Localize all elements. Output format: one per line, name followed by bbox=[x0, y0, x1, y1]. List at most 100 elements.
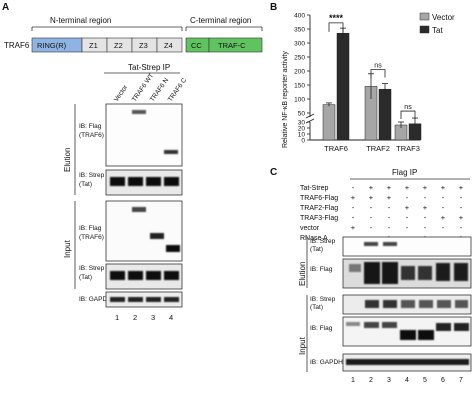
condition-label: TRAF3-Flag bbox=[300, 215, 338, 222]
condition-label: Tat-Strep bbox=[300, 185, 329, 192]
tat-strep-ip-title: Tat-Strep IP bbox=[128, 63, 170, 72]
condition-sign: - bbox=[442, 223, 445, 232]
panel-c-blots: Elution Input IB: Strep (Tat) IB: Flag I… bbox=[298, 236, 472, 384]
significance-label: **** bbox=[329, 13, 344, 23]
ring-domain-label: RING(R) bbox=[37, 41, 67, 50]
y-tick-label: 30 bbox=[298, 119, 306, 126]
z1-domain-label: Z1 bbox=[89, 41, 98, 50]
elution-section-label: Elution bbox=[63, 148, 72, 172]
c-lane-number: 4 bbox=[405, 377, 409, 384]
condition-sign: - bbox=[406, 213, 409, 222]
x-tick-label-traf3: TRAF3 bbox=[396, 144, 420, 153]
condition-sign: - bbox=[424, 193, 427, 202]
y-tick-label: 100 bbox=[294, 96, 305, 103]
condition-sign: + bbox=[369, 183, 374, 192]
a-elution-flag-label-1: IB: Flag bbox=[79, 123, 102, 130]
condition-sign: + bbox=[387, 183, 392, 192]
n-terminal-region-label: N-terminal region bbox=[50, 16, 111, 25]
condition-sign: + bbox=[423, 183, 428, 192]
panel-c-condition-table: Tat-Strep - + + + + + +TRAF6-Flag + + + - - - -TRAF2-F… bbox=[300, 183, 464, 242]
c-terminal-region-label: C-terminal region bbox=[190, 16, 251, 25]
z3-domain-label: Z3 bbox=[139, 41, 148, 50]
z4-domain-label: Z4 bbox=[164, 41, 173, 50]
x-tick-label-traf6: TRAF6 bbox=[324, 144, 348, 153]
a-input-flag-label-1: IB: Flag bbox=[79, 225, 102, 232]
condition-sign: - bbox=[370, 203, 373, 212]
y-tick-label: 20 bbox=[298, 125, 306, 132]
panel-c-label: C bbox=[270, 167, 277, 178]
condition-sign: - bbox=[370, 213, 373, 222]
c-input-section-label: Input bbox=[298, 336, 307, 355]
condition-sign: - bbox=[388, 213, 391, 222]
panel-a-blot-headers: Tat-Strep IP Vector TRAF6 WT TRAF6 N TRA… bbox=[104, 63, 188, 103]
c-input-flag-label: IB: Flag bbox=[310, 325, 333, 332]
a-elution-flag-label-2: (TRAF6) bbox=[79, 132, 104, 139]
flag-ip-title: Flag IP bbox=[392, 168, 417, 177]
condition-label: TRAF6-Flag bbox=[300, 195, 338, 202]
panel-b-label: B bbox=[270, 2, 277, 13]
condition-sign: - bbox=[352, 203, 355, 212]
condition-sign: + bbox=[351, 193, 356, 202]
panel-a-label: A bbox=[2, 2, 9, 13]
c-lane-number: 6 bbox=[441, 377, 445, 384]
legend-swatch-vector bbox=[419, 12, 430, 21]
condition-sign: + bbox=[351, 223, 356, 232]
bar-tat-traf2 bbox=[378, 88, 392, 141]
condition-sign: + bbox=[369, 193, 374, 202]
c-elution-strep-blot bbox=[342, 236, 472, 257]
condition-sign: - bbox=[424, 223, 427, 232]
legend-label-vector: Vector bbox=[432, 13, 455, 22]
nf-kb-bar-chart: Relative NF-κB reporter activity 0102030… bbox=[282, 12, 455, 153]
c-lane-number: 1 bbox=[351, 377, 355, 384]
traf-c-domain bbox=[208, 37, 263, 53]
condition-sign: - bbox=[424, 213, 427, 222]
axis-break-mark bbox=[305, 113, 315, 119]
condition-sign: - bbox=[352, 213, 355, 222]
a-lane-number-3: 3 bbox=[151, 313, 155, 322]
condition-sign: + bbox=[405, 203, 410, 212]
y-tick-label: 150 bbox=[294, 82, 305, 89]
condition-sign: - bbox=[460, 193, 463, 202]
condition-sign: - bbox=[406, 193, 409, 202]
c-lane-number: 5 bbox=[423, 377, 427, 384]
c-gapdh-label: IB: GAPDH bbox=[310, 359, 343, 366]
panel-a-blots: Elution Input IB: Flag (TRAF6) IB: Strep… bbox=[63, 103, 183, 322]
condition-sign: - bbox=[406, 223, 409, 232]
condition-sign: + bbox=[441, 183, 446, 192]
c-elution-flag-label: IB: Flag bbox=[310, 266, 333, 273]
a-lane-number-4: 4 bbox=[169, 313, 173, 322]
x-tick-label-traf2: TRAF2 bbox=[366, 144, 390, 153]
condition-sign: + bbox=[405, 183, 410, 192]
a-gapdh-blot bbox=[105, 291, 183, 308]
c-lane-number: 3 bbox=[387, 377, 391, 384]
y-tick-label: 350 bbox=[294, 26, 305, 33]
condition-label: vector bbox=[300, 225, 320, 232]
bar-vector-traf6 bbox=[322, 104, 336, 141]
condition-label: RNase A bbox=[300, 235, 328, 242]
y-tick-label: 300 bbox=[294, 40, 305, 47]
y-tick-label: 400 bbox=[294, 12, 305, 19]
condition-sign: - bbox=[460, 223, 463, 232]
y-tick-label: 200 bbox=[294, 68, 305, 75]
a-gapdh-label: IB: GAPDH bbox=[79, 296, 112, 303]
condition-sign: - bbox=[370, 223, 373, 232]
a-band-elution-flag-c bbox=[164, 150, 178, 154]
c-elution-strep-label-1: IB: Strep bbox=[310, 238, 336, 245]
y-tick-label: 0 bbox=[301, 137, 305, 144]
traf6-protein-label: TRAF6 bbox=[4, 41, 30, 50]
significance-bracket bbox=[370, 69, 386, 78]
chart-legend: Vector Tat bbox=[419, 12, 455, 35]
c-lane-number: 7 bbox=[459, 377, 463, 384]
a-elution-strep-label-2: (Tat) bbox=[79, 181, 92, 188]
condition-sign: - bbox=[442, 193, 445, 202]
c-lane-number: 2 bbox=[369, 377, 373, 384]
bar-tat-traf6 bbox=[336, 32, 350, 141]
a-input-flag-label-2: (TRAF6) bbox=[79, 234, 104, 241]
condition-sign: + bbox=[387, 193, 392, 202]
c-input-strep-label-2: (Tat) bbox=[310, 304, 323, 311]
legend-label-tat: Tat bbox=[432, 26, 443, 35]
c-input-strep-label-1: IB: Strep bbox=[310, 296, 336, 303]
y-tick-label: 10 bbox=[298, 131, 306, 138]
c-lane-numbers: 1 2 3 4 5 6 7 bbox=[351, 377, 463, 384]
